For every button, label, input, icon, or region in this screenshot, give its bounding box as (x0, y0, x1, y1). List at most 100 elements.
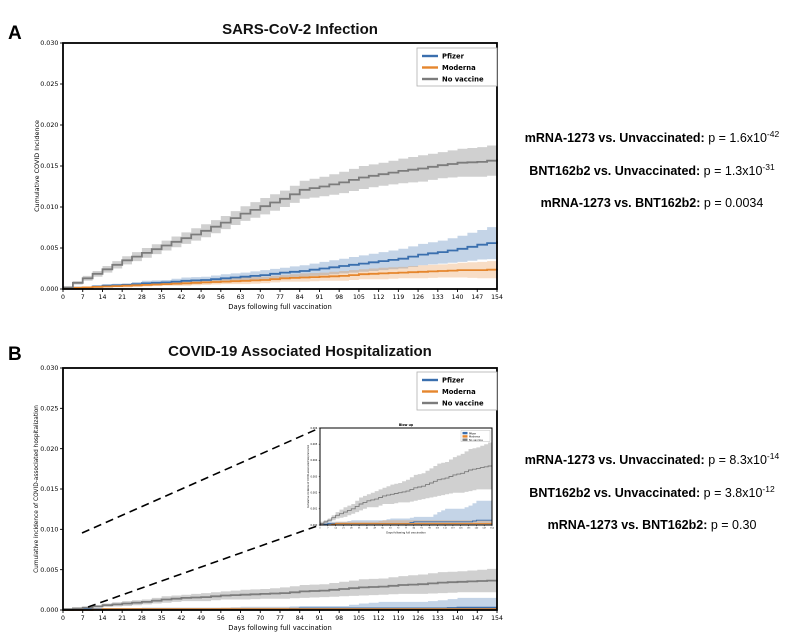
y-tick-label: 0.005 (40, 244, 58, 252)
pvalue-annotation-b3: mRNA-1273 vs. BNT162b2: p = 0.30 (505, 517, 799, 533)
legend-box (460, 430, 491, 442)
comparison-label: BNT162b2 vs. Unvaccinated: (529, 486, 701, 501)
legend-label: Moderna (469, 435, 480, 439)
y-tick-label: 0.030 (40, 39, 58, 47)
pvalue-annotation-a3: mRNA-1273 vs. BNT162b2: p = 0.0034 (505, 195, 799, 211)
x-tick-label: 126 (412, 294, 424, 301)
x-tick-label: 140 (452, 615, 464, 622)
y-tick-label: 0.020 (40, 445, 58, 453)
x-tick-label: 63 (237, 615, 245, 622)
x-axis-label: Days following full vaccination (386, 531, 426, 535)
panel-a-label: A (8, 23, 22, 44)
y-tick-label: 0.010 (40, 203, 58, 211)
p-value: p = 1.6x10 (704, 131, 767, 146)
y-tick-label: 0.030 (40, 364, 58, 372)
x-tick-label: 77 (276, 294, 284, 301)
p-value-exponent: -14 (766, 451, 780, 461)
y-tick-label: 0.002 (310, 492, 317, 495)
pvalue-annotation-a1: mRNA-1273 vs. Unvaccinated: p = 1.6x10-4… (505, 129, 799, 146)
y-tick-label: 0.015 (40, 162, 58, 170)
x-tick-label: 28 (138, 615, 146, 622)
panel-b-inset: 0.000 0.001 0.002 0.003 0.004 0.005 0.006 0 7 14 2… (307, 423, 495, 535)
y-tick-label: 0.025 (40, 80, 58, 88)
y-tick-label: 0.006 (310, 427, 317, 430)
panel-a-plot: 0.000 0.005 0.010 0.015 0.020 0.025 0.030 0 7 14 2… (33, 39, 503, 311)
x-tick-label: 21 (118, 294, 126, 301)
x-tick-label: 112 (373, 294, 385, 301)
y-tick-label: 0.005 (310, 443, 317, 446)
x-tick-label: 56 (381, 528, 384, 530)
y-axis-label: Cumulative incidence of COVID-associated… (34, 405, 40, 573)
comparison-label: mRNA-1273 vs. BNT162b2: (540, 196, 701, 211)
legend-label: Pfizer (442, 376, 465, 384)
panel-b-label: B (8, 344, 22, 365)
comparison-label: mRNA-1273 vs. Unvaccinated: (524, 453, 705, 468)
x-tick-label: 147 (471, 294, 483, 301)
panel-a-chart: 0.000 0.005 0.010 0.015 0.020 0.025 0.030 0 7 14 2… (33, 39, 503, 311)
x-tick-label: 133 (432, 615, 444, 622)
legend-swatch-pfizer (462, 431, 468, 435)
x-tick-label: 21 (118, 615, 126, 622)
series-line-no_vaccine (320, 465, 493, 524)
x-tick-label: 91 (316, 615, 324, 622)
x-tick-label: 112 (373, 615, 385, 622)
p-value: p = 3.8x10 (700, 486, 763, 501)
x-tick-label: 77 (276, 615, 284, 622)
x-tick-label: 49 (374, 528, 377, 530)
p-value: p = 8.3x10 (704, 453, 767, 468)
x-tick-label: 119 (392, 615, 404, 622)
x-tick-label: 14 (99, 294, 107, 301)
series-line-no_vaccine (63, 159, 498, 289)
comparison-label: mRNA-1273 vs. Unvaccinated: (524, 131, 705, 146)
x-tick-label: 147 (471, 615, 483, 622)
series-line-moderna (63, 268, 498, 290)
zoom-connector-line-lower (87, 524, 319, 608)
x-tick-label: 70 (256, 615, 264, 622)
x-tick-label: 77 (405, 528, 408, 530)
p-value: p = 0.0034 (700, 196, 764, 211)
y-tick-label: 0.015 (40, 485, 58, 493)
x-tick-label: 42 (177, 294, 185, 301)
x-tick-label: 28 (138, 294, 146, 301)
panel-b-title: COVID-19 Associated Hospitalization (168, 343, 432, 360)
x-tick-label: 7 (327, 528, 329, 530)
ci-band-pfizer (63, 597, 497, 610)
legend-swatch-moderna (462, 435, 468, 438)
y-tick-label: 0.025 (40, 405, 58, 413)
x-tick-label: 84 (296, 615, 304, 622)
x-tick-label: 91 (420, 528, 423, 530)
x-tick-label: 147 (482, 528, 486, 530)
y-tick-label: 0.010 (40, 526, 58, 534)
legend-label: No vaccine (442, 75, 484, 83)
x-tick-label: 112 (443, 528, 447, 530)
ci-band-no_vaccine (63, 143, 497, 289)
x-tick-label: 49 (197, 294, 205, 301)
x-tick-label: 35 (158, 615, 166, 622)
x-tick-label: 0 (319, 528, 321, 530)
x-tick-label: 98 (428, 528, 431, 530)
legend-label: Pfizer (469, 431, 477, 435)
panel-a-title: SARS-CoV-2 Infection (222, 21, 378, 38)
p-value: p = 1.3x10 (700, 164, 763, 179)
x-axis-label: Days following full vaccination (228, 624, 332, 632)
y-tick-label: 0.000 (310, 524, 317, 527)
panel-b-chart: 0.000 0.005 0.010 0.015 0.020 0.025 0.030 0 7 14 2… (34, 364, 503, 632)
x-tick-label: 14 (334, 528, 337, 530)
x-tick-label: 70 (397, 528, 400, 530)
ci-band-pfizer (320, 500, 492, 525)
x-tick-label: 7 (81, 615, 85, 622)
x-tick-label: 14 (99, 615, 107, 622)
y-tick-label: 0.005 (40, 566, 58, 574)
legend-label: Moderna (442, 388, 476, 396)
legend-swatch-no_vaccine (462, 438, 468, 441)
x-axis-label: Days following full vaccination (228, 303, 332, 311)
series-line-no_vaccine (63, 579, 498, 611)
p-value-exponent: -42 (766, 129, 780, 139)
p-value-exponent: -12 (762, 484, 775, 494)
x-tick-label: 105 (353, 294, 365, 301)
p-value-exponent: -31 (762, 162, 775, 172)
x-tick-label: 63 (389, 528, 392, 530)
x-tick-label: 98 (335, 615, 343, 622)
legend-label: No vaccine (442, 399, 484, 407)
x-tick-label: 0 (61, 294, 65, 301)
